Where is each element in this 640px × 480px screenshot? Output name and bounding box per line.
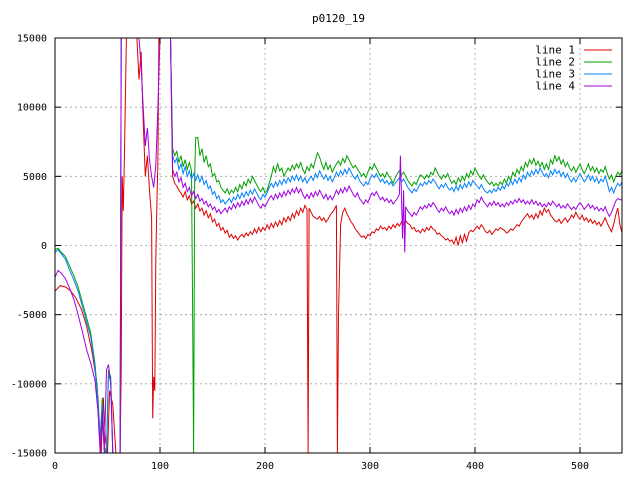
series-line-3 [55,38,622,453]
series-line-4 [55,38,622,453]
plot-area [55,38,622,453]
x-tick-label: 100 [151,461,169,472]
y-tick-label: 15000 [17,34,47,45]
axes: 0 100 200 300 400 500 -15000 -10000 -5000 0 5000 10… [11,34,622,472]
legend-label-4: line 4 [535,80,575,93]
legend-label-1: line 1 [535,44,575,57]
x-tick-label: 0 [52,461,58,472]
x-tick-label: 200 [256,461,274,472]
series-line-1 [55,38,622,453]
x-tick-label: 500 [571,461,589,472]
y-tick-label: 0 [41,241,47,252]
x-tick-label: 400 [466,461,484,472]
series-line-2 [55,38,622,453]
grid [55,38,622,453]
chart-title: p0120_19 [312,12,365,25]
x-tick-label: 300 [361,461,379,472]
y-tick-label: -15000 [11,449,47,460]
y-tick-label: 10000 [17,103,47,114]
legend-label-2: line 2 [535,56,575,69]
y-tick-label: 5000 [23,172,47,183]
y-tick-label: -5000 [17,310,47,321]
y-tick-label: -10000 [11,379,47,390]
legend-label-3: line 3 [535,68,575,81]
